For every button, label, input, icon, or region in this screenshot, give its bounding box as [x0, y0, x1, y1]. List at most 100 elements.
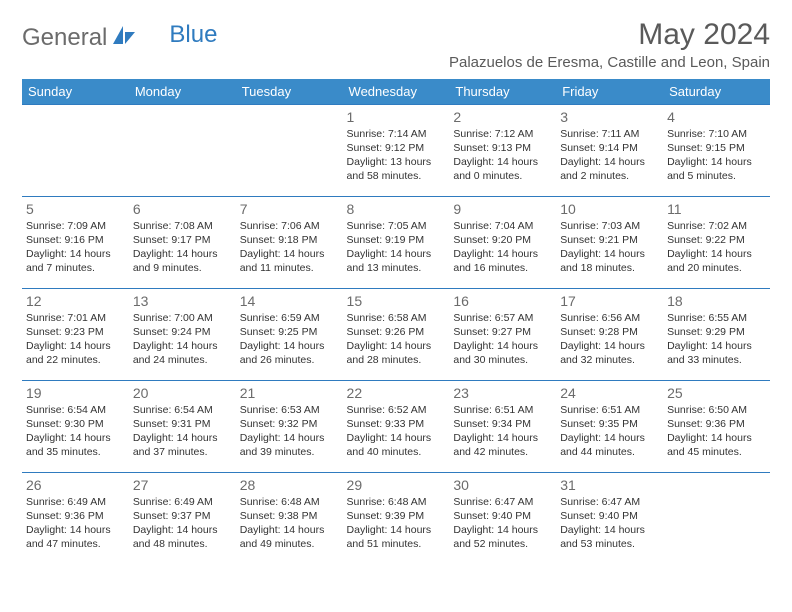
- calendar-day-cell: 8Sunrise: 7:05 AMSunset: 9:19 PMDaylight…: [343, 197, 450, 289]
- sunset-line: Sunset: 9:37 PM: [133, 510, 232, 524]
- day-number: 3: [560, 108, 659, 126]
- calendar-day-cell: 16 Sunrise: 6:57 AMSunset: 9:27 PMDayligh…: [449, 289, 556, 381]
- day-number: 25: [667, 384, 766, 402]
- daylight-line: Daylight: 14 hours and 13 minutes.: [347, 248, 446, 276]
- sunset-line: Sunset: 9:29 PM: [667, 326, 766, 340]
- calendar-day-cell: 19Sunrise: 6:54 AMSunset: 9:30 PMDayligh…: [22, 381, 129, 473]
- day-number: 19: [26, 384, 125, 402]
- daylight-line: Daylight: 14 hours and 0 minutes.: [453, 156, 552, 184]
- daylight-line: Daylight: 14 hours and 2 minutes.: [560, 156, 659, 184]
- sunrise-line: Sunrise: 6:49 AM: [26, 496, 125, 510]
- day-number: 30: [453, 476, 552, 494]
- sunrise-line: Sunrise: 6:47 AM: [453, 496, 552, 510]
- sunrise-line: Sunrise: 6:51 AM: [453, 404, 552, 418]
- sunset-line: Sunset: 9:26 PM: [347, 326, 446, 340]
- calendar-empty-cell: [663, 473, 770, 565]
- sunset-line: Sunset: 9:36 PM: [26, 510, 125, 524]
- sunset-line: Sunset: 9:30 PM: [26, 418, 125, 432]
- day-number: 24: [560, 384, 659, 402]
- daylight-line: Daylight: 14 hours and 22 minutes.: [26, 340, 125, 368]
- day-number: 21: [240, 384, 339, 402]
- daylight-line: Daylight: 14 hours and 51 minutes.: [347, 524, 446, 552]
- calendar-body: 1Sunrise: 7:14 AMSunset: 9:12 PMDaylight…: [22, 105, 770, 565]
- day-number: 12: [26, 292, 125, 310]
- sunrise-line: Sunrise: 6:49 AM: [133, 496, 232, 510]
- sunrise-line: Sunrise: 6:56 AM: [560, 312, 659, 326]
- daylight-line: Daylight: 14 hours and 26 minutes.: [240, 340, 339, 368]
- day-number: 13: [133, 292, 232, 310]
- day-number: 18: [667, 292, 766, 310]
- daylight-line: Daylight: 14 hours and 32 minutes.: [560, 340, 659, 368]
- sunset-line: Sunset: 9:39 PM: [347, 510, 446, 524]
- daylight-line: Daylight: 13 hours and 58 minutes.: [347, 156, 446, 184]
- calendar-day-cell: 26 Sunrise: 6:49 AMSunset: 9:36 PMDayligh…: [22, 473, 129, 565]
- sunset-line: Sunset: 9:34 PM: [453, 418, 552, 432]
- calendar-week-row: 5Sunrise: 7:09 AMSunset: 9:16 PMDaylight…: [22, 197, 770, 289]
- daylight-line: Daylight: 14 hours and 24 minutes.: [133, 340, 232, 368]
- calendar-day-cell: 25Sunrise: 6:50 AMSunset: 9:36 PMDayligh…: [663, 381, 770, 473]
- sunset-line: Sunset: 9:18 PM: [240, 234, 339, 248]
- day-number: 26: [26, 476, 125, 494]
- calendar-day-cell: 5Sunrise: 7:09 AMSunset: 9:16 PMDaylight…: [22, 197, 129, 289]
- sunset-line: Sunset: 9:28 PM: [560, 326, 659, 340]
- sunrise-line: Sunrise: 6:48 AM: [240, 496, 339, 510]
- sunrise-line: Sunrise: 7:14 AM: [347, 128, 446, 142]
- day-number: 22: [347, 384, 446, 402]
- daylight-line: Daylight: 14 hours and 40 minutes.: [347, 432, 446, 460]
- daylight-line: Daylight: 14 hours and 20 minutes.: [667, 248, 766, 276]
- day-number: 5: [26, 200, 125, 218]
- calendar-day-cell: 18Sunrise: 6:55 AMSunset: 9:29 PMDayligh…: [663, 289, 770, 381]
- weekday-header: Thursday: [449, 79, 556, 105]
- sunrise-line: Sunrise: 7:04 AM: [453, 220, 552, 234]
- sunrise-line: Sunrise: 6:53 AM: [240, 404, 339, 418]
- daylight-line: Daylight: 14 hours and 11 minutes.: [240, 248, 339, 276]
- calendar-week-row: 19Sunrise: 6:54 AMSunset: 9:30 PMDayligh…: [22, 381, 770, 473]
- sunrise-line: Sunrise: 6:59 AM: [240, 312, 339, 326]
- sunrise-line: Sunrise: 7:00 AM: [133, 312, 232, 326]
- daylight-line: Daylight: 14 hours and 52 minutes.: [453, 524, 552, 552]
- logo-text-blue: Blue: [169, 21, 217, 49]
- calendar-day-cell: 6Sunrise: 7:08 AMSunset: 9:17 PMDaylight…: [129, 197, 236, 289]
- calendar-day-cell: 21Sunrise: 6:53 AMSunset: 9:32 PMDayligh…: [236, 381, 343, 473]
- calendar-day-cell: 17Sunrise: 6:56 AMSunset: 9:28 PMDayligh…: [556, 289, 663, 381]
- calendar-day-cell: 10Sunrise: 7:03 AMSunset: 9:21 PMDayligh…: [556, 197, 663, 289]
- sunrise-line: Sunrise: 6:57 AM: [453, 312, 552, 326]
- calendar-day-cell: 20Sunrise: 6:54 AMSunset: 9:31 PMDayligh…: [129, 381, 236, 473]
- day-number: 8: [347, 200, 446, 218]
- sunset-line: Sunset: 9:22 PM: [667, 234, 766, 248]
- daylight-line: Daylight: 14 hours and 30 minutes.: [453, 340, 552, 368]
- daylight-line: Daylight: 14 hours and 7 minutes.: [26, 248, 125, 276]
- daylight-line: Daylight: 14 hours and 47 minutes.: [26, 524, 125, 552]
- calendar-day-cell: 11Sunrise: 7:02 AMSunset: 9:22 PMDayligh…: [663, 197, 770, 289]
- daylight-line: Daylight: 14 hours and 44 minutes.: [560, 432, 659, 460]
- sunrise-line: Sunrise: 7:05 AM: [347, 220, 446, 234]
- sunset-line: Sunset: 9:27 PM: [453, 326, 552, 340]
- sunset-line: Sunset: 9:12 PM: [347, 142, 446, 156]
- day-number: 10: [560, 200, 659, 218]
- daylight-line: Daylight: 14 hours and 28 minutes.: [347, 340, 446, 368]
- day-number: 16: [453, 292, 552, 310]
- sunset-line: Sunset: 9:36 PM: [667, 418, 766, 432]
- sunrise-line: Sunrise: 6:48 AM: [347, 496, 446, 510]
- daylight-line: Daylight: 14 hours and 18 minutes.: [560, 248, 659, 276]
- day-number: 23: [453, 384, 552, 402]
- day-number: 27: [133, 476, 232, 494]
- day-number: 7: [240, 200, 339, 218]
- sunset-line: Sunset: 9:13 PM: [453, 142, 552, 156]
- calendar-head: SundayMondayTuesdayWednesdayThursdayFrid…: [22, 79, 770, 105]
- day-number: 1: [347, 108, 446, 126]
- sunrise-line: Sunrise: 7:01 AM: [26, 312, 125, 326]
- sunset-line: Sunset: 9:23 PM: [26, 326, 125, 340]
- calendar-empty-cell: [129, 105, 236, 197]
- weekday-header: Sunday: [22, 79, 129, 105]
- calendar-day-cell: 9Sunrise: 7:04 AMSunset: 9:20 PMDaylight…: [449, 197, 556, 289]
- sunset-line: Sunset: 9:25 PM: [240, 326, 339, 340]
- daylight-line: Daylight: 14 hours and 37 minutes.: [133, 432, 232, 460]
- calendar-day-cell: 22Sunrise: 6:52 AMSunset: 9:33 PMDayligh…: [343, 381, 450, 473]
- calendar-day-cell: 2Sunrise: 7:12 AMSunset: 9:13 PMDaylight…: [449, 105, 556, 197]
- daylight-line: Daylight: 14 hours and 16 minutes.: [453, 248, 552, 276]
- daylight-line: Daylight: 14 hours and 33 minutes.: [667, 340, 766, 368]
- sunrise-line: Sunrise: 6:58 AM: [347, 312, 446, 326]
- location-text: Palazuelos de Eresma, Castille and Leon,…: [449, 54, 770, 71]
- daylight-line: Daylight: 14 hours and 42 minutes.: [453, 432, 552, 460]
